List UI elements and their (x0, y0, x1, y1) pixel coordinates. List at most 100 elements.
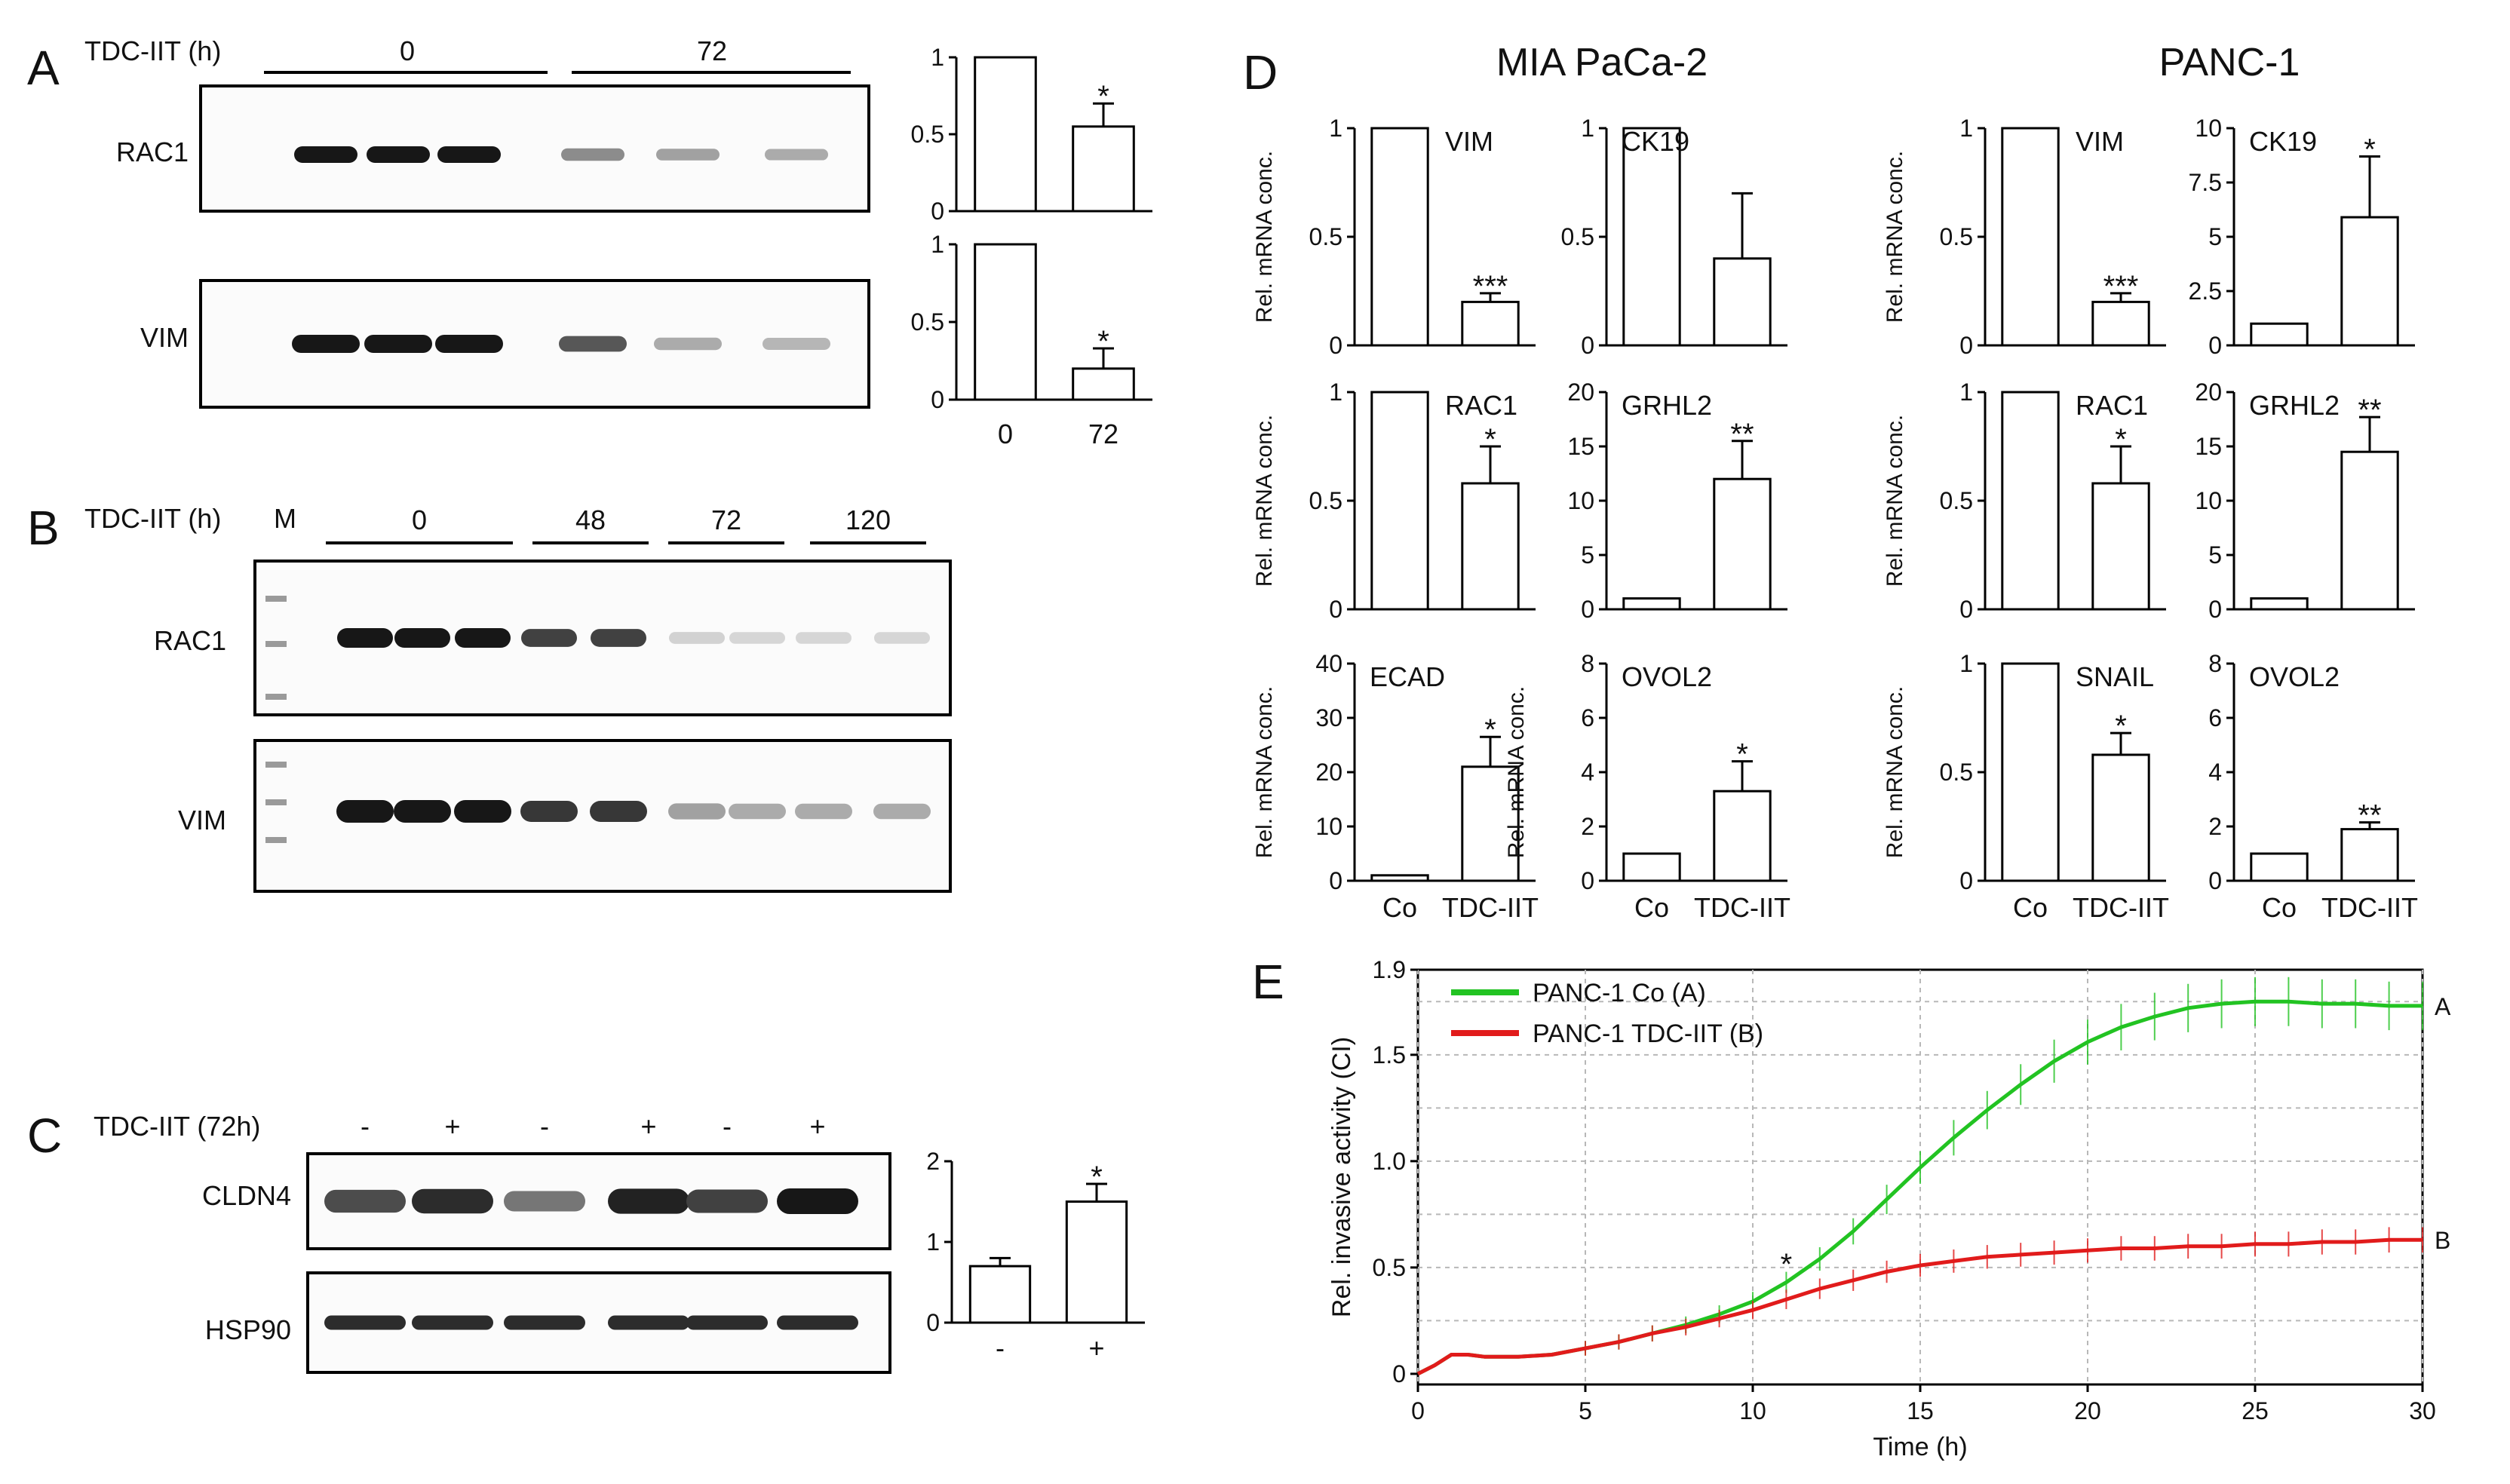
panel-d-panc-1-rac1-bar-0 (2001, 391, 2060, 611)
panel-e-x-tick-label: 25 (2242, 1397, 2269, 1424)
panel-d-mia-paca-2-grhl2-y-tick-label: 5 (1581, 541, 1594, 569)
panel-b-group-label: 48 (575, 504, 606, 535)
panel-c-hsp90-band (324, 1315, 406, 1330)
panel-d-mia-paca-2-vim-bar-1 (1461, 300, 1520, 347)
panel-b-rac1-band (455, 628, 511, 648)
panel-e-legend-label-1: PANC-1 TDC-IIT (B) (1533, 1019, 1763, 1048)
panel-d-panc-1-ck19-y-tick-label: 0 (2208, 332, 2222, 359)
panel-a-rac1-chart-bar-1 (1072, 125, 1135, 213)
panel-a-rac1-band (367, 146, 430, 163)
panel-e-line-tag-0: A (2435, 993, 2451, 1020)
panel-c-blots (306, 1152, 891, 1374)
panel-b-blots (253, 560, 952, 893)
panel-d-panc-1-grhl2-y-tick-label: 15 (2195, 433, 2222, 460)
panel-c-chart-bar-1 (1065, 1200, 1128, 1324)
panel-a-vim-chart-significance-1: * (1097, 325, 1109, 358)
panel-d-mia-paca-2-ecad-y-tick-label: 0 (1329, 867, 1342, 894)
panel-d-mia-paca-2-ovol2-significance-1: * (1736, 738, 1748, 771)
panel-d-panc-1-vim-y-label: Rel. mRNA conc. (1882, 151, 1907, 323)
panel-d-mia-paca-2-vim-y-label: Rel. mRNA conc. (1252, 151, 1277, 323)
panel-e-x-tick-label: 30 (2409, 1397, 2436, 1424)
panel-c-lane-sign: - (361, 1111, 370, 1142)
panel-c-cldn4-band (608, 1188, 689, 1214)
panel-d-panc-1-vim-y-tick-label: 1 (1959, 115, 1973, 142)
panel-d-panc-1-snail-y-tick-label: 0 (1959, 867, 1973, 894)
panel-d-mia-paca-2-rac1-y-tick-label: 0 (1329, 596, 1342, 623)
panel-d-mia-paca-2-grhl2-gene-label: GRHL2 (1622, 390, 1712, 421)
panel-a-x-label-0: 0 (998, 419, 1013, 449)
panel-e-line-chart: 0 5 10 15 20 25 30 0 0.5 1.0 1.5 1.9 Rel. invasive a… (1327, 956, 2451, 1461)
panel-b-group-label: 72 (711, 504, 741, 535)
panel-letter-e: E (1252, 955, 1284, 1009)
panel-e-y-label: Rel. invasive activity (CI) (1327, 1037, 1356, 1317)
panel-c-row-label-hsp90: HSP90 (205, 1314, 291, 1345)
panel-d-panc-1-ovol2-y-tick-label: 2 (2208, 813, 2222, 840)
panel-b-rac1-band (337, 628, 393, 648)
panel-b-marker-label: M (274, 503, 296, 534)
panel-c-quantification: 0 1 2 * - + (926, 1148, 1145, 1363)
panel-d-panc-1-ovol2-x-label-tdc-iit: TDC-IIT (2321, 892, 2418, 923)
panel-e-x-tick-label: 20 (2074, 1397, 2101, 1424)
panel-a-vim-band (364, 335, 432, 353)
panel-b-marker-band (265, 837, 287, 843)
panel-d-mia-paca-2-ovol2-x-label-tdc-iit: TDC-IIT (1694, 892, 1790, 923)
panel-c-cldn4-band (777, 1188, 858, 1214)
panel-d-panc-1-rac1-y-tick-label: 1 (1959, 379, 1973, 406)
panel-c-lane-sign: + (809, 1111, 825, 1142)
panel-c-x-label-minus: - (996, 1332, 1005, 1363)
panel-a-quantification: 0 0.5 1 * 0 0.5 1 * 0 72 (911, 44, 1152, 449)
panel-d-mia-paca-2-ovol2-y-tick-label: 6 (1581, 704, 1594, 731)
panel-d-panc-1-ck19-y-tick-label: 7.5 (2189, 169, 2222, 196)
panel-e-y-tick-label: 0.5 (1373, 1254, 1406, 1281)
panel-e-y-tick-label: 0 (1392, 1360, 1406, 1387)
panel-b-vim-band (668, 803, 726, 820)
panel-c-hsp90-band (686, 1315, 768, 1330)
panel-b-vim-band (520, 801, 578, 822)
panel-d-mia-paca-2-grhl2-significance-1: ** (1730, 418, 1754, 451)
panel-d-panc-1-ovol2-bar-1 (2340, 828, 2399, 882)
panel-c-x-label-plus: + (1088, 1332, 1104, 1363)
panel-a-rac1-chart-significance-1: * (1097, 80, 1109, 113)
panel-d-mia-paca-2-ck19-bar-0 (1622, 127, 1681, 347)
panel-d-panc-1-ck19-bar-0 (2250, 322, 2309, 347)
panel-a-rac1-chart-y-tick-label: 0.5 (911, 121, 944, 148)
panel-d-panc-1-grhl2-y-tick-label: 10 (2195, 487, 2222, 514)
panel-d-mia-paca-2-grhl2-y-tick-label: 20 (1567, 379, 1594, 406)
panel-a-vim-band (559, 336, 627, 352)
panel-d-panc-1-grhl2-significance-1: ** (2358, 394, 2381, 427)
panel-d-panc-1-snail-significance-1: * (2115, 710, 2127, 743)
panel-d-panc-1-snail-y-label: Rel. mRNA conc. (1882, 686, 1907, 858)
panel-d-mia-paca-2-ovol2-gene-label: OVOL2 (1622, 661, 1712, 692)
panel-d-panc-1-rac1-bar-1 (2091, 482, 2150, 611)
panel-d-panc-1-rac1-y-tick-label: 0 (1959, 596, 1973, 623)
panel-b-marker-band (265, 641, 287, 647)
panel-d-mia-paca-2-vim-bar-0 (1370, 127, 1429, 347)
panel-b-groups: 0 48 72 120 (326, 504, 926, 544)
cell-line-title-panc-1: PANC-1 (2159, 41, 2300, 84)
panel-e-y-tick-label: 1.5 (1373, 1041, 1406, 1069)
panel-a-rac1-band (765, 149, 828, 161)
panel-d-mia-paca-2-ck19-y-tick-label: 1 (1581, 115, 1594, 142)
panel-c-lane-sign: + (444, 1111, 460, 1142)
panel-d-mia-paca-2-ecad-y-tick-label: 40 (1315, 650, 1342, 677)
panel-d-panc-1-snail-y-tick-label: 1 (1959, 650, 1973, 677)
panel-b-rac1-band (591, 629, 646, 647)
panel-d-mia-paca-2-ecad-bar-1 (1461, 765, 1520, 882)
panel-b-rac1-band (394, 628, 450, 648)
panel-d-panc-1-ck19-significance-1: * (2364, 133, 2376, 166)
panel-a-blots (199, 84, 870, 409)
panel-d-mia-paca-2-rac1-gene-label: RAC1 (1445, 390, 1517, 421)
panel-d-mia-paca-2-grhl2-y-tick-label: 0 (1581, 596, 1594, 623)
panel-d-panc-1-grhl2-y-tick-label: 0 (2208, 596, 2222, 623)
panel-d-mia-paca-2-ecad-bar-0 (1370, 874, 1429, 882)
panel-a-vim-band (435, 335, 503, 353)
panel-b-vim-band (394, 800, 451, 823)
panel-c-hsp90-band (412, 1315, 493, 1330)
panel-a-vim-band (654, 337, 722, 351)
panel-d-panc-1-snail-gene-label: SNAIL (2076, 661, 2154, 692)
panel-c-treatment-label: TDC-IIT (72h) (94, 1111, 260, 1142)
panel-d-mia-paca-2-ovol2-y-tick-label: 4 (1581, 759, 1594, 786)
panel-d-panc-1-snail-bar-1 (2091, 753, 2150, 882)
panel-b-group-label: 0 (412, 504, 427, 535)
panel-b-rac1-band (521, 629, 577, 647)
